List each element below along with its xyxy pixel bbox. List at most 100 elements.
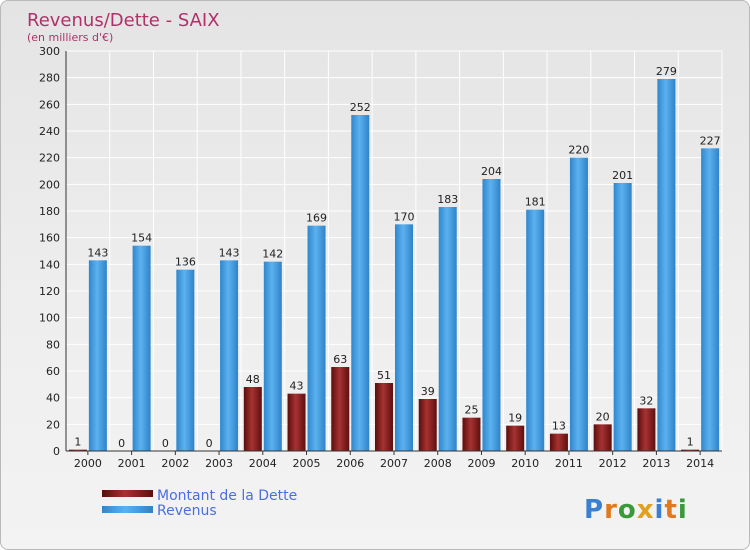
x-tick-label: 2006 [336, 457, 364, 470]
data-label: 136 [175, 256, 196, 269]
bar-dette [549, 433, 568, 451]
data-label: 63 [333, 353, 347, 366]
bar-revenus [220, 260, 239, 451]
y-tick-label: 220 [39, 152, 60, 165]
y-tick-label: 40 [46, 392, 60, 405]
data-label: 1 [74, 436, 81, 449]
bar-revenus [526, 209, 545, 451]
data-label: 143 [219, 246, 240, 259]
bar-revenus [569, 157, 588, 451]
data-label: 170 [394, 210, 415, 223]
y-tick-label: 200 [39, 178, 60, 191]
legend: Montant de la Dette Revenus [102, 488, 297, 519]
bar-revenus [263, 261, 282, 451]
data-label: 154 [131, 232, 152, 245]
legend-label-dette: Montant de la Dette [157, 488, 297, 504]
data-label: 0 [206, 437, 213, 450]
chart-subtitle: (en milliers d'€) [27, 31, 113, 44]
bar-revenus [176, 269, 195, 451]
y-tick-label: 240 [39, 125, 60, 138]
data-label: 0 [162, 437, 169, 450]
bar-revenus [132, 245, 151, 451]
x-tick-label: 2001 [118, 457, 146, 470]
bar-revenus [438, 207, 457, 451]
data-label: 39 [421, 385, 435, 398]
x-tick-label: 2009 [467, 457, 495, 470]
data-label: 19 [508, 412, 522, 425]
bars [68, 79, 720, 452]
data-label: 169 [306, 212, 327, 225]
grid [65, 50, 723, 452]
bar-dette [637, 408, 656, 451]
x-tick-label: 2008 [424, 457, 452, 470]
bar-revenus [307, 225, 326, 451]
y-tick-label: 160 [39, 232, 60, 245]
data-label: 43 [290, 380, 304, 393]
x-tick-label: 2005 [293, 457, 321, 470]
bar-revenus [88, 260, 107, 451]
bar-dette [243, 387, 262, 451]
legend-swatch-dette [102, 490, 153, 497]
data-label: 32 [639, 394, 653, 407]
data-label: 1 [687, 436, 694, 449]
bar-revenus [482, 179, 501, 451]
legend-label-revenus: Revenus [157, 503, 217, 519]
data-label: 51 [377, 369, 391, 382]
data-label: 252 [350, 101, 371, 114]
data-label: 0 [118, 437, 125, 450]
bar-revenus [701, 148, 720, 452]
data-label: 143 [87, 246, 108, 259]
data-label: 20 [596, 410, 610, 423]
bar-dette [681, 449, 700, 451]
y-tick-label: 80 [46, 338, 60, 351]
y-tick-label: 300 [39, 45, 60, 58]
data-label: 204 [481, 165, 502, 178]
x-tick-label: 2010 [511, 457, 539, 470]
x-tick-label: 2003 [205, 457, 233, 470]
y-tick-label: 20 [46, 418, 60, 431]
y-tick-label: 0 [53, 445, 60, 458]
y-tick-label: 100 [39, 312, 60, 325]
legend-swatch-revenus [102, 506, 153, 513]
x-tick-label: 2014 [686, 457, 714, 470]
x-tick-label: 2012 [599, 457, 627, 470]
y-tick-label: 120 [39, 285, 60, 298]
data-label: 13 [552, 420, 566, 433]
data-label: 201 [612, 169, 633, 182]
axes: 0204060801001201401601802002202402602803… [39, 45, 722, 470]
proxiti-logo: Proxiti [584, 495, 688, 525]
y-tick-label: 280 [39, 72, 60, 85]
x-tick-label: 2000 [74, 457, 102, 470]
bar-revenus [613, 183, 632, 451]
bar-dette [418, 399, 437, 451]
y-tick-label: 60 [46, 365, 60, 378]
data-labels: 1 143 0 154 0 136 0 143 48 142 43 169 63 252 51 170 39 18… [74, 65, 720, 450]
data-label: 279 [656, 65, 677, 78]
y-tick-label: 180 [39, 205, 60, 218]
bar-dette [375, 383, 393, 451]
x-tick-label: 2002 [161, 457, 189, 470]
x-tick-label: 2013 [642, 457, 670, 470]
data-label: 48 [246, 373, 260, 386]
data-label: 220 [568, 144, 589, 157]
bar-dette [68, 449, 87, 451]
data-label: 181 [525, 196, 546, 209]
bar-dette [331, 367, 350, 451]
x-tick-label: 2007 [380, 457, 408, 470]
bar-dette [287, 393, 306, 451]
y-tick-label: 140 [39, 258, 60, 271]
data-label: 227 [700, 134, 721, 147]
chart-title: Revenus/Dette - SAIX [27, 10, 220, 31]
bar-revenus [395, 224, 413, 451]
x-tick-label: 2004 [249, 457, 277, 470]
logo-text: Proxiti [584, 495, 688, 525]
bar-dette [462, 417, 481, 451]
bar-revenus [657, 79, 676, 451]
x-tick-label: 2011 [555, 457, 583, 470]
data-label: 183 [437, 193, 458, 206]
y-tick-label: 260 [39, 98, 60, 111]
data-label: 25 [464, 404, 478, 417]
bar-dette [593, 424, 612, 451]
